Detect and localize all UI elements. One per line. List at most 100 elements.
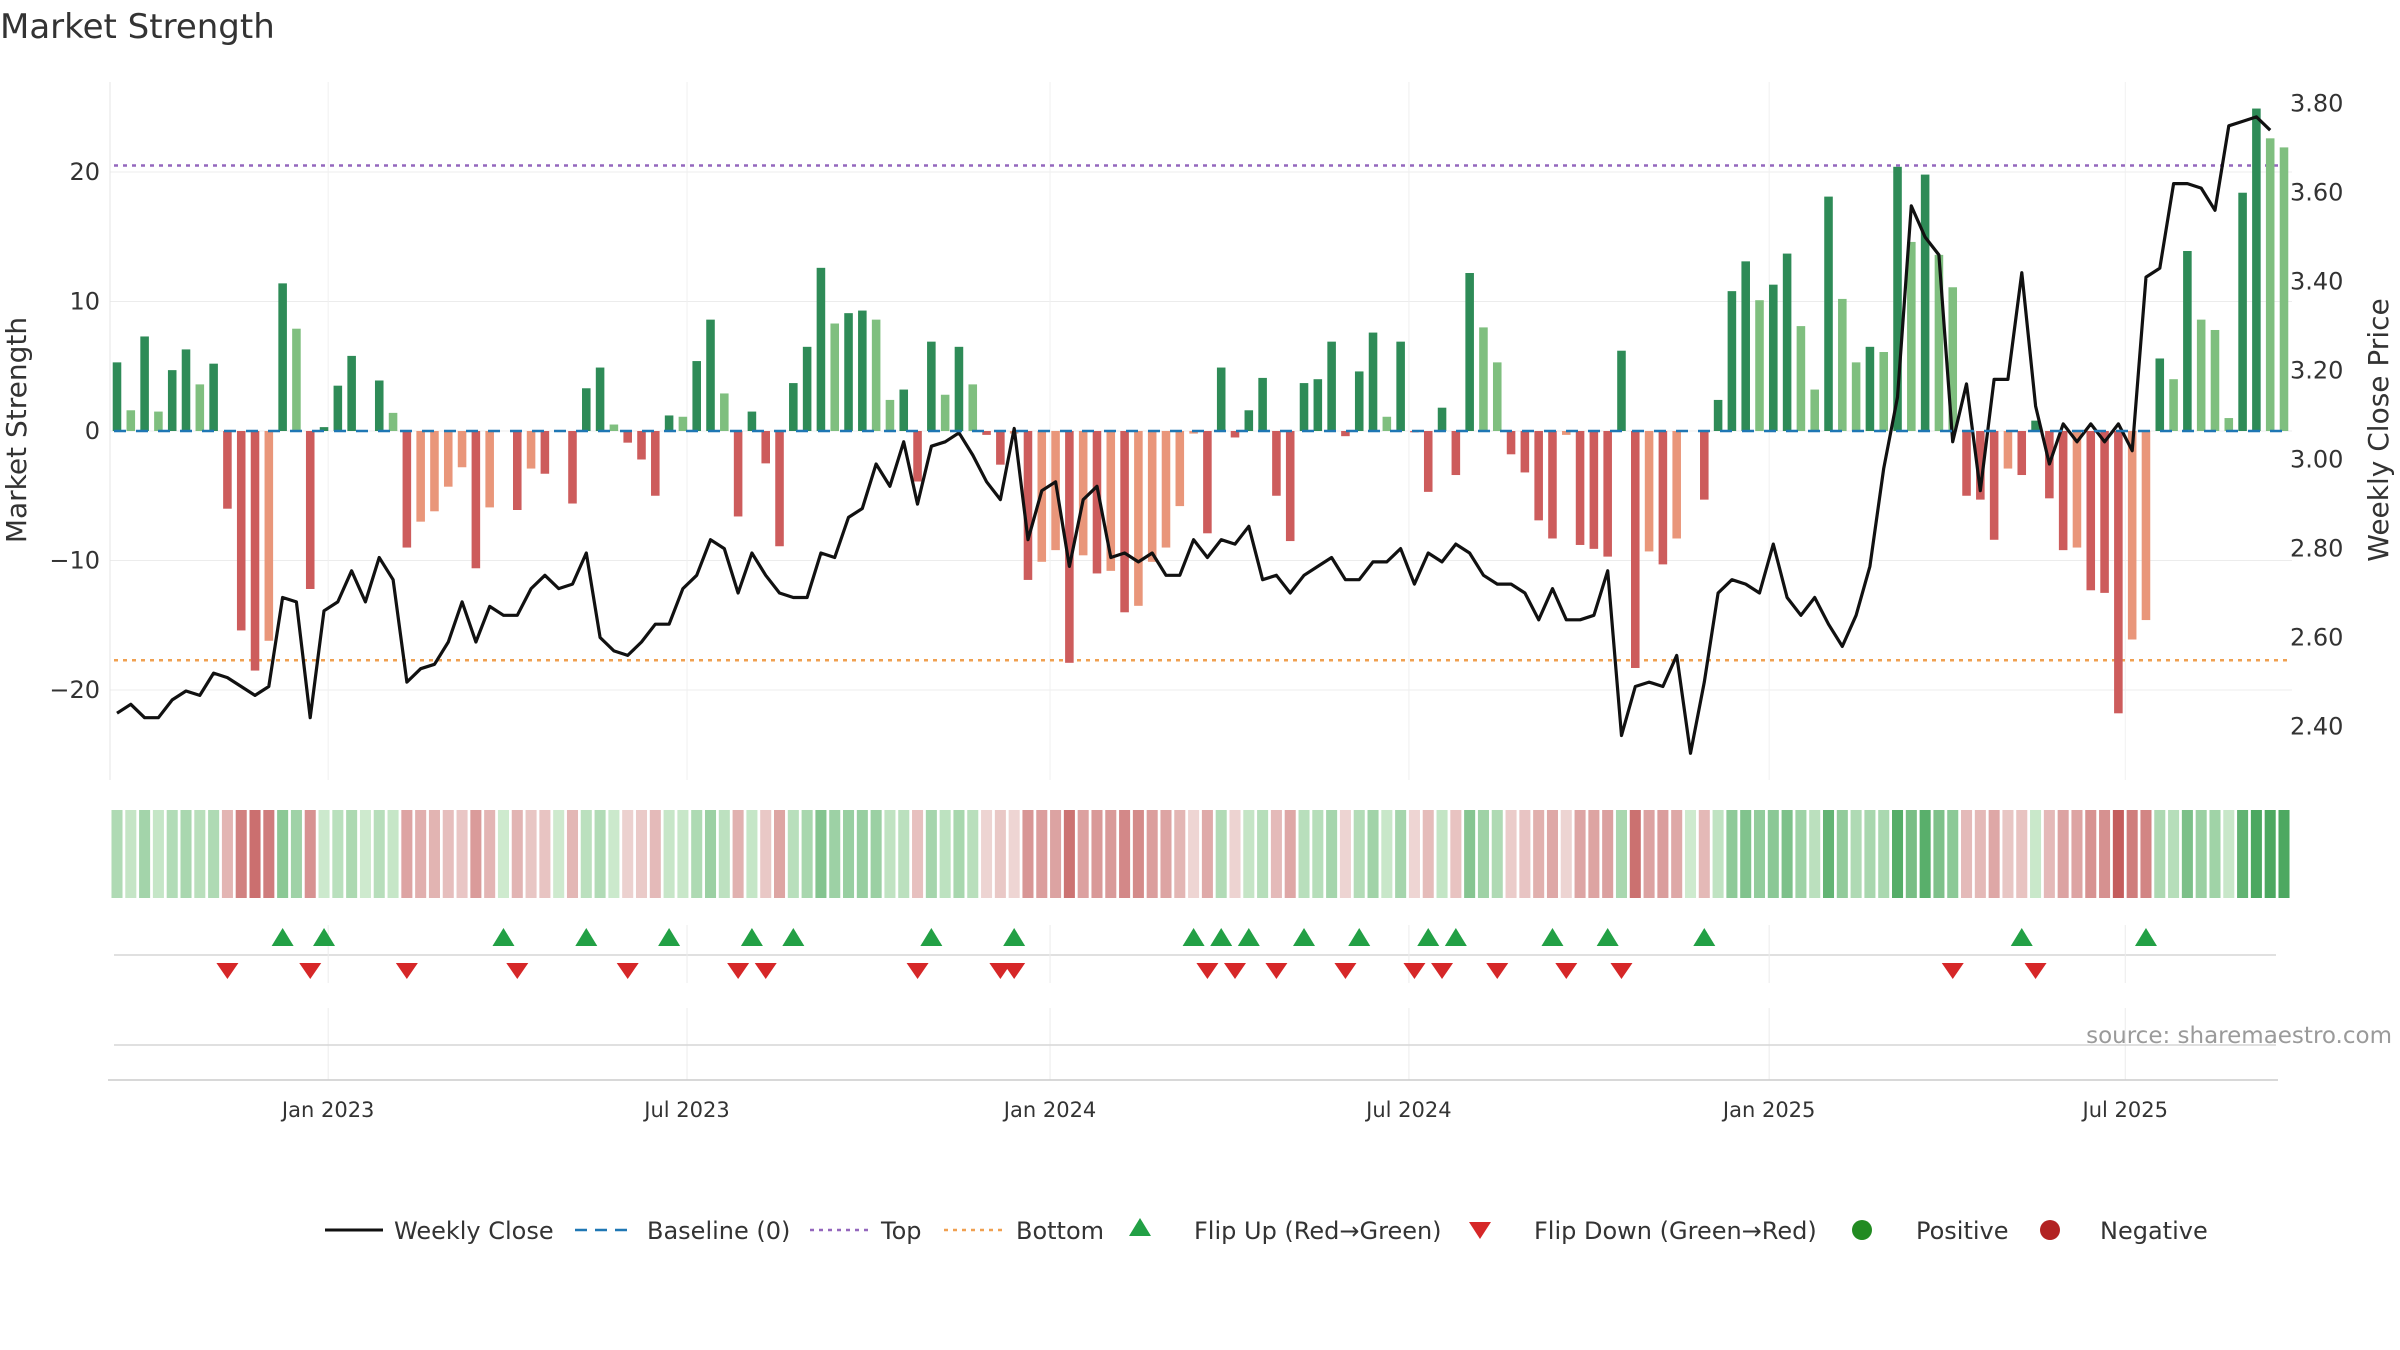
- flip-down-marker: [727, 963, 750, 979]
- strength-bar: [1230, 431, 1240, 438]
- strength-bar: [333, 385, 343, 431]
- heat-cell: [663, 810, 675, 898]
- flip-down-marker: [1334, 963, 1357, 979]
- legend-swatch: [2040, 1220, 2060, 1240]
- heat-cell: [1174, 810, 1186, 898]
- strength-bar: [582, 388, 591, 431]
- heat-cell: [1339, 810, 1351, 898]
- flip-up-marker: [1541, 928, 1564, 946]
- heat-cell: [994, 810, 1006, 898]
- legend-label: Baseline (0): [647, 1217, 790, 1245]
- legend-label: Weekly Close: [394, 1217, 554, 1245]
- strength-bar: [1644, 431, 1654, 552]
- legend-label: Negative: [2100, 1217, 2208, 1245]
- heat-cell: [566, 810, 579, 898]
- heat-cell: [387, 810, 399, 898]
- right-tick-label: 2.80: [2290, 535, 2343, 563]
- left-tick-label: 20: [69, 158, 100, 186]
- strength-bar: [1548, 431, 1557, 539]
- heat-cell: [1422, 810, 1434, 898]
- strength-bar: [664, 415, 674, 431]
- strength-bar: [430, 431, 439, 512]
- heat-cell: [981, 810, 993, 898]
- heat-cell: [677, 810, 689, 898]
- flip-down-marker: [1555, 963, 1578, 979]
- legend-label: Flip Up (Red→Green): [1194, 1217, 1442, 1245]
- strength-bar: [1134, 431, 1143, 606]
- x-tick-label: Jan 2023: [280, 1098, 375, 1122]
- strength-bar: [940, 394, 950, 431]
- strength-bar: [457, 431, 467, 468]
- flip-down-marker: [2024, 963, 2047, 979]
- flip-down-marker: [1941, 963, 1964, 979]
- strength-bar: [1948, 287, 1958, 431]
- legend-item: Flip Up (Red→Green): [1129, 1217, 1442, 1245]
- strength-bar: [871, 319, 881, 431]
- heat-cell: [2168, 810, 2180, 898]
- strength-bar: [512, 431, 522, 510]
- heat-cell: [1643, 810, 1655, 898]
- strength-bar: [1216, 367, 1226, 431]
- heat-cell: [1408, 810, 1420, 898]
- flip-up-marker: [313, 928, 336, 946]
- strength-bar: [1741, 261, 1750, 431]
- strength-bar: [802, 346, 812, 431]
- heat-cell: [553, 810, 565, 898]
- strength-bar: [443, 431, 453, 487]
- strength-bar: [1617, 350, 1626, 431]
- heat-cell: [1602, 810, 1614, 898]
- strength-bar: [471, 431, 481, 569]
- strength-bar: [1824, 196, 1833, 431]
- heat-cell: [1381, 810, 1393, 898]
- heat-cell: [1229, 810, 1241, 898]
- strength-bar: [1368, 332, 1378, 431]
- flip-down-marker: [989, 963, 1012, 979]
- heat-cell: [1850, 810, 1862, 898]
- legend-swatch: [1129, 1218, 1151, 1236]
- legend-item: Baseline (0): [575, 1217, 790, 1245]
- strength-bar: [305, 431, 315, 589]
- strength-bar: [1810, 389, 1819, 431]
- heat-cell: [1684, 810, 1697, 898]
- strength-bar: [1893, 166, 1902, 431]
- strength-bar: [651, 431, 660, 496]
- heat-cell: [470, 810, 482, 898]
- flip-down-marker: [299, 963, 322, 979]
- strength-bar: [2017, 431, 2027, 476]
- strength-bar: [1934, 254, 1944, 431]
- heat-cell: [774, 810, 786, 898]
- heat-cell: [456, 810, 468, 898]
- strength-bar: [1065, 431, 1074, 663]
- heat-cell: [2154, 810, 2166, 898]
- x-tick-label: Jul 2025: [2081, 1098, 2168, 1122]
- heat-cell: [2057, 810, 2069, 898]
- strength-bar: [885, 399, 895, 431]
- heat-cell: [2140, 810, 2152, 898]
- heat-cell: [1878, 810, 1890, 898]
- lower-panel: [108, 1008, 2278, 1081]
- right-tick-label: 3.80: [2290, 90, 2343, 118]
- heat-cell: [1326, 810, 1338, 898]
- heat-cell: [1905, 810, 1917, 898]
- heat-cell: [1270, 810, 1282, 898]
- strength-bar: [250, 431, 260, 671]
- strength-heat-strip: [111, 810, 2290, 898]
- heat-cell: [815, 810, 827, 898]
- heat-cell: [884, 810, 896, 898]
- strength-bar: [2155, 358, 2165, 431]
- strength-bar: [2238, 192, 2247, 431]
- strength-bar: [126, 410, 136, 431]
- strength-bar: [1465, 273, 1474, 431]
- strength-bar: [167, 370, 177, 431]
- strength-bar: [1589, 431, 1599, 549]
- strength-bar: [209, 363, 218, 431]
- strength-bar: [1755, 300, 1764, 431]
- strength-bar: [1520, 431, 1530, 473]
- strength-bar: [485, 431, 494, 508]
- flip-up-marker: [271, 928, 294, 946]
- strength-bar: [195, 384, 205, 431]
- heat-cell: [1450, 810, 1462, 898]
- strength-bar: [968, 384, 978, 431]
- strength-bar: [1423, 431, 1433, 492]
- heat-cell: [1050, 810, 1062, 898]
